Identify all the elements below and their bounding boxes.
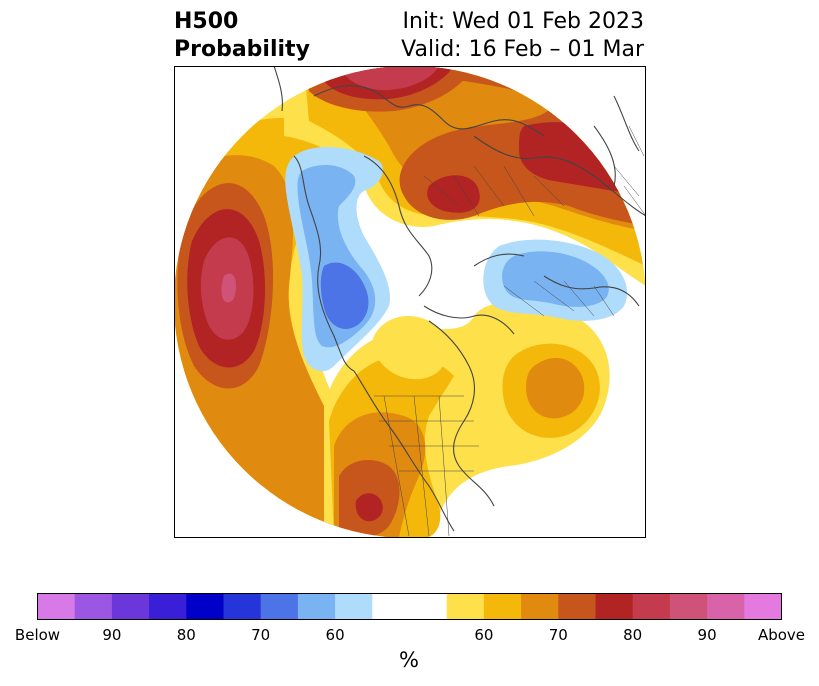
colorbar-segment bbox=[632, 593, 671, 620]
colorbar-tick-label: 90 bbox=[697, 626, 717, 644]
colorbar-tick-label: Above bbox=[757, 626, 806, 644]
colorbar-segment bbox=[223, 593, 262, 620]
valid-range-label: Valid: 16 Feb – 01 Mar bbox=[401, 37, 644, 62]
colorbar-segment bbox=[446, 593, 485, 620]
colorbar-segment bbox=[335, 593, 373, 620]
map-title-right: Init: Wed 01 Feb 2023 Valid: 16 Feb – 01… bbox=[401, 8, 644, 64]
colorbar-tick-label: 80 bbox=[623, 626, 643, 644]
above-70-east bbox=[526, 357, 585, 419]
colorbar-segment bbox=[409, 593, 448, 620]
colorbar-segment bbox=[186, 593, 224, 620]
colorbar-segment bbox=[372, 593, 410, 620]
colorbar-tick-label: 70 bbox=[548, 626, 568, 644]
colorbar bbox=[37, 593, 782, 620]
above-80-north-b bbox=[427, 175, 480, 213]
colorbar-tick-label: 90 bbox=[102, 626, 122, 644]
colorbar-segment bbox=[744, 593, 782, 620]
colorbar-segment bbox=[669, 593, 708, 620]
colorbar-unit-label: % bbox=[399, 648, 419, 672]
colorbar-segment bbox=[74, 593, 113, 620]
coastlines bbox=[273, 66, 646, 532]
title-product: Probability bbox=[174, 37, 310, 62]
colorbar-segment bbox=[558, 593, 596, 620]
colorbar-segment bbox=[483, 593, 522, 620]
colorbar-segment bbox=[521, 593, 559, 620]
above-85-top bbox=[344, 66, 439, 91]
init-date-label: Init: Wed 01 Feb 2023 bbox=[402, 9, 644, 34]
colorbar-tick-label: Below bbox=[14, 626, 61, 644]
colorbar-tick-label: 80 bbox=[176, 626, 196, 644]
map-title-left: H500 Probability bbox=[174, 8, 310, 64]
title-variable: H500 bbox=[174, 9, 239, 34]
above-90-west bbox=[221, 273, 236, 303]
colorbar-segment bbox=[707, 593, 745, 620]
below-70-alaska bbox=[320, 262, 369, 329]
colorbar-tick-label: 70 bbox=[251, 626, 271, 644]
colorbar-segment bbox=[149, 593, 187, 620]
political-boundaries bbox=[374, 125, 646, 537]
map-frame bbox=[174, 66, 646, 538]
colorbar-segment bbox=[595, 593, 634, 620]
below-65-siberia bbox=[502, 251, 609, 307]
above-60-greenland bbox=[372, 316, 448, 380]
colorbar-segment bbox=[297, 593, 336, 620]
above-80-south bbox=[355, 493, 383, 522]
colorbar-tick-label: 60 bbox=[325, 626, 345, 644]
colorbar-segment bbox=[260, 593, 299, 620]
colorbar-border bbox=[37, 593, 782, 620]
colorbar-tick-label: 60 bbox=[474, 626, 494, 644]
colorbar-segment bbox=[37, 593, 76, 620]
colorbar-segment bbox=[111, 593, 150, 620]
probability-map bbox=[174, 66, 646, 538]
